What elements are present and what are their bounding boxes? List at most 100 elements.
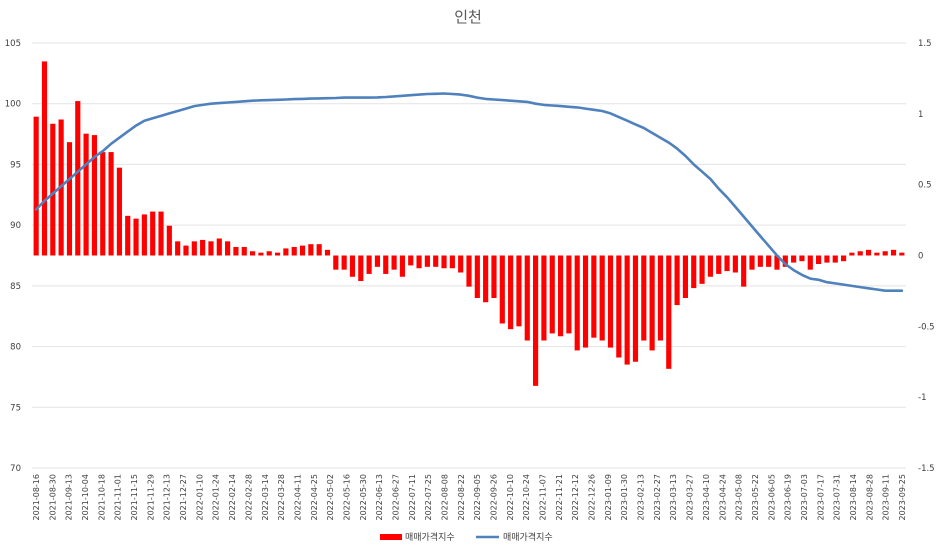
bar — [865, 249, 872, 256]
bar — [66, 142, 73, 256]
bar — [474, 255, 480, 298]
right-tick-label: -0.5 — [918, 322, 935, 332]
bar — [816, 255, 822, 264]
bar — [524, 255, 530, 341]
x-tick-label: 2023-07-17 — [816, 474, 825, 521]
x-tick-label: 2022-04-25 — [310, 474, 319, 521]
x-tick-label: 2022-09-26 — [490, 474, 499, 521]
bar — [125, 215, 131, 256]
bar — [724, 255, 730, 272]
bar — [707, 255, 713, 277]
bar — [333, 255, 339, 270]
bar — [108, 152, 114, 256]
left-tick-label: 105 — [5, 39, 21, 49]
bar — [849, 252, 855, 256]
x-tick-label: 2021-11-01 — [114, 474, 123, 521]
bar — [549, 255, 555, 334]
bar — [749, 255, 755, 270]
x-tick-label: 2021-12-13 — [163, 474, 172, 521]
bar — [341, 255, 347, 270]
bar — [766, 255, 772, 267]
bar — [308, 244, 314, 256]
bar — [316, 244, 322, 256]
bar — [433, 255, 439, 267]
bar — [175, 241, 181, 256]
bar — [374, 255, 381, 267]
bar — [557, 255, 564, 337]
bar — [200, 239, 206, 256]
line-series — [34, 92, 904, 293]
bar — [774, 255, 780, 270]
x-tick-label: 2022-07-25 — [424, 474, 433, 521]
bar — [574, 255, 580, 351]
bar — [624, 255, 630, 365]
bar — [233, 247, 239, 256]
x-tick-label: 2021-08-16 — [32, 474, 41, 521]
bar — [216, 238, 222, 256]
bar — [416, 255, 422, 269]
x-tick-label: 2022-02-14 — [228, 474, 237, 521]
x-tick-label: 2021-11-15 — [130, 474, 139, 521]
bar — [890, 249, 897, 256]
right-axis-ticks: -1.5 -1 -0.5 0 0.5 1 1.5 — [918, 39, 935, 474]
bar — [691, 255, 697, 289]
bar — [791, 255, 797, 263]
bar — [391, 255, 397, 270]
bar — [732, 255, 738, 273]
bar — [599, 255, 605, 341]
bar — [840, 255, 847, 262]
bar — [516, 255, 522, 327]
bar — [466, 255, 472, 287]
bar — [533, 255, 539, 386]
x-tick-label: 2023-01-09 — [604, 474, 613, 521]
x-tick-label: 2023-06-19 — [784, 474, 793, 521]
legend: 매매가격지수 매매가격지수 — [380, 531, 553, 543]
bar — [674, 255, 680, 306]
x-tick-label: 2022-05-16 — [343, 474, 352, 521]
bar — [349, 255, 356, 277]
x-tick-label: 2022-05-02 — [326, 474, 335, 521]
x-tick-label: 2023-05-22 — [751, 474, 760, 521]
x-tick-label: 2022-06-13 — [375, 474, 384, 521]
bar — [832, 255, 838, 263]
left-axis-ticks: 70 75 80 85 90 95 100 105 — [5, 39, 21, 474]
bar — [324, 249, 331, 256]
x-tick-label: 2022-04-11 — [293, 474, 302, 521]
bar — [183, 245, 189, 256]
x-tick-label: 2023-06-05 — [767, 474, 776, 521]
bar — [83, 133, 89, 256]
x-tick-label: 2023-05-08 — [735, 474, 744, 521]
bar — [508, 255, 514, 330]
bar — [283, 248, 289, 256]
bar — [408, 255, 414, 266]
x-tick-label: 2022-12-12 — [571, 474, 580, 521]
bar-series — [33, 61, 905, 386]
bar — [857, 251, 863, 256]
bar — [682, 255, 688, 298]
bar — [266, 251, 272, 256]
x-tick-label: 2023-04-24 — [718, 474, 727, 521]
bar — [566, 255, 572, 334]
legend-bar-swatch — [380, 534, 402, 540]
bar — [208, 241, 214, 256]
bar — [483, 255, 489, 303]
bar — [241, 247, 247, 256]
left-tick-label: 70 — [10, 464, 21, 474]
left-tick-label: 80 — [10, 343, 21, 353]
bar — [91, 135, 98, 256]
bar — [458, 255, 464, 273]
bar — [299, 245, 306, 256]
bar — [291, 247, 297, 256]
x-tick-label: 2021-12-27 — [179, 474, 188, 521]
left-tick-label: 90 — [10, 221, 21, 231]
series-line — [34, 92, 904, 293]
grid — [32, 42, 906, 469]
bar — [100, 152, 106, 256]
x-tick-label: 2023-02-13 — [637, 474, 646, 521]
x-tick-label: 2022-02-28 — [244, 474, 253, 521]
x-tick-label: 2023-04-10 — [702, 474, 711, 521]
x-tick-label: 2023-03-27 — [686, 474, 695, 521]
bar — [499, 255, 505, 324]
bar — [250, 251, 256, 256]
bar — [424, 255, 430, 267]
